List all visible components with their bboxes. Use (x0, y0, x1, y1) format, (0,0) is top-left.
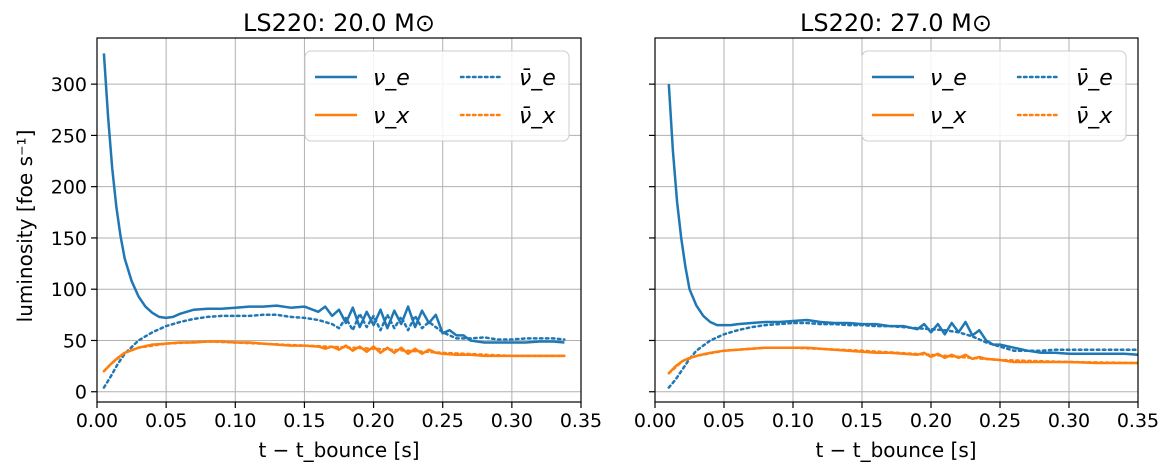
x-tick-label: 0.15 (841, 410, 883, 432)
x-axis-label-left: t − t_bounce [s] (258, 438, 419, 462)
series-line-dotted-3 (667, 346, 1138, 375)
legend-label: ν_x (373, 104, 410, 129)
legend-label: ν̄_x (1076, 104, 1113, 129)
series-right (667, 84, 1138, 389)
x-tick-label: 0.10 (214, 410, 256, 432)
plot-frame-left (96, 37, 582, 403)
legend-left: ν_e ν_x ν̄_e ν̄_x (304, 50, 570, 142)
x-tick-label: 0.15 (283, 410, 325, 432)
legend-label: ν_e (930, 66, 967, 91)
x-tick-label: 0.00 (76, 410, 118, 432)
y-axis-label: luminosity [foe s⁻¹] (13, 130, 37, 323)
panel-right: 0.00 0.05 0.10 0.15 0.20 0.25 0.30 0.35 LS220: … (634, 9, 1159, 462)
x-tick-label: 0.05 (145, 410, 187, 432)
x-tick-label: 0.00 (634, 410, 676, 432)
x-tick-label: 0.30 (1048, 410, 1090, 432)
x-tick-label: 0.25 (979, 410, 1021, 432)
series-line-solid-0 (102, 53, 565, 344)
legend-label: ν_x (930, 104, 967, 129)
panel-title-left: LS220: 20.0 M⊙ (243, 9, 435, 37)
y-ticks-right (649, 83, 655, 393)
y-tick-label: 200 (51, 177, 87, 199)
x-tick-label: 0.20 (352, 410, 394, 432)
legend-right: ν_e ν_x ν̄_e ν̄_x (861, 50, 1127, 142)
y-tick-label: 0 (75, 382, 87, 404)
x-tick-label: 0.35 (560, 410, 602, 432)
series-left (102, 53, 566, 389)
x-tick-label: 0.35 (1117, 410, 1159, 432)
series-line-dotted-1 (102, 312, 566, 389)
x-axis-label-right: t − t_bounce [s] (815, 438, 976, 462)
x-ticks-right: 0.00 0.05 0.10 0.15 0.20 0.25 0.30 0.35 (634, 402, 1159, 432)
legend-label: ν_e (373, 66, 410, 91)
legend-label: ν̄_e (519, 66, 556, 91)
y-tick-label: 50 (63, 330, 87, 352)
legend-box-left (304, 50, 570, 142)
x-tick-label: 0.25 (422, 410, 464, 432)
plot-frame-right (654, 37, 1139, 403)
series-line-solid-2 (103, 340, 565, 373)
series-line-solid-2 (667, 346, 1138, 375)
legend-label: ν̄_x (519, 104, 556, 129)
series-line-dotted-1 (667, 321, 1138, 389)
y-tick-label: 300 (51, 74, 87, 96)
y-tick-label: 150 (51, 228, 87, 250)
panel-title-right: LS220: 27.0 M⊙ (800, 9, 992, 37)
series-line-dotted-3 (102, 340, 566, 373)
x-tick-label: 0.05 (703, 410, 745, 432)
legend-box-right (861, 50, 1127, 142)
y-ticks-left: 0 50 100 150 200 250 300 (51, 74, 97, 404)
x-tick-label: 0.10 (772, 410, 814, 432)
y-tick-label: 100 (51, 279, 87, 301)
y-tick-label: 250 (51, 125, 87, 147)
panel-left: 0.00 0.05 0.10 0.15 0.20 0.25 0.30 0.35 0 50 100 1… (13, 9, 602, 462)
x-ticks-left: 0.00 0.05 0.10 0.15 0.20 0.25 0.30 0.35 (76, 402, 602, 432)
x-tick-label: 0.20 (910, 410, 952, 432)
x-tick-label: 0.30 (491, 410, 533, 432)
legend-label: ν̄_e (1076, 66, 1113, 91)
